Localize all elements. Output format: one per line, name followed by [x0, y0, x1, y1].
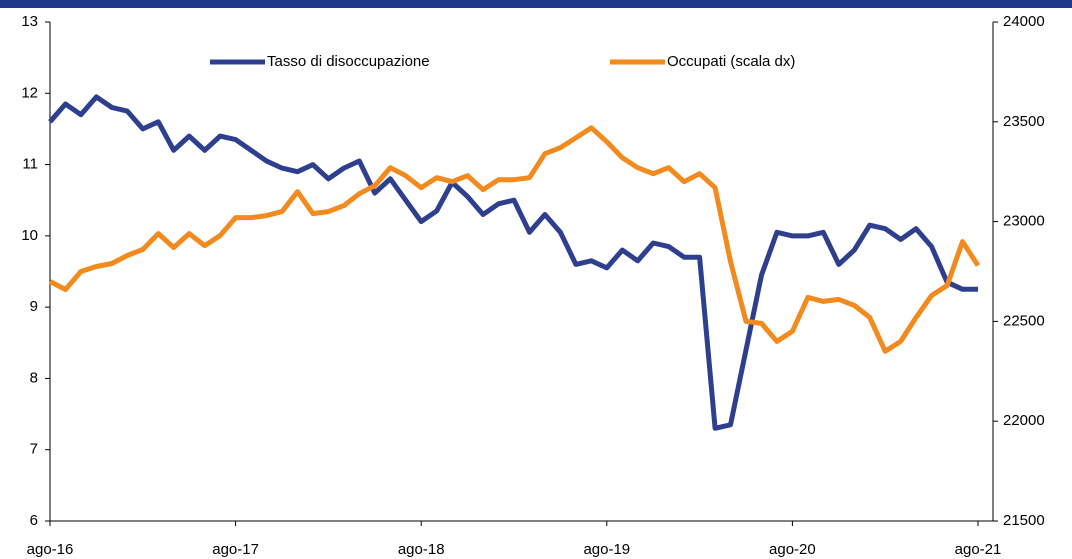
y-tick-label: 13 — [21, 13, 38, 30]
x-tick-label: ago-17 — [212, 541, 259, 558]
y-tick-label: 11 — [22, 156, 38, 173]
legend-label: Occupati (scala dx) — [667, 53, 795, 70]
x-tick-label: ago-20 — [769, 541, 816, 558]
top-band — [0, 0, 1072, 8]
y2-tick-label: 22000 — [1003, 412, 1045, 429]
y2-tick-label: 23500 — [1003, 113, 1045, 130]
y2-tick-label: 21500 — [1003, 512, 1045, 529]
y2-tick-label: 23000 — [1003, 213, 1045, 230]
series-line — [48, 125, 981, 354]
y-tick-label: 10 — [21, 227, 38, 244]
legend-label: Tasso di disoccupazione — [267, 53, 430, 70]
y2-tick-label: 24000 — [1003, 13, 1045, 30]
y-tick-label: 7 — [30, 441, 38, 458]
y-tick-label: 6 — [30, 512, 38, 529]
y2-tick-label: 22500 — [1003, 312, 1045, 329]
x-tick-label: ago-18 — [398, 541, 445, 558]
x-tick-label: ago-19 — [583, 541, 630, 558]
x-tick-label: ago-16 — [27, 541, 74, 558]
y-tick-label: 9 — [30, 298, 38, 315]
x-tick-label: ago-21 — [955, 541, 1002, 558]
series-line — [48, 94, 978, 431]
y-tick-label: 12 — [21, 84, 38, 101]
y-tick-label: 8 — [30, 369, 38, 386]
